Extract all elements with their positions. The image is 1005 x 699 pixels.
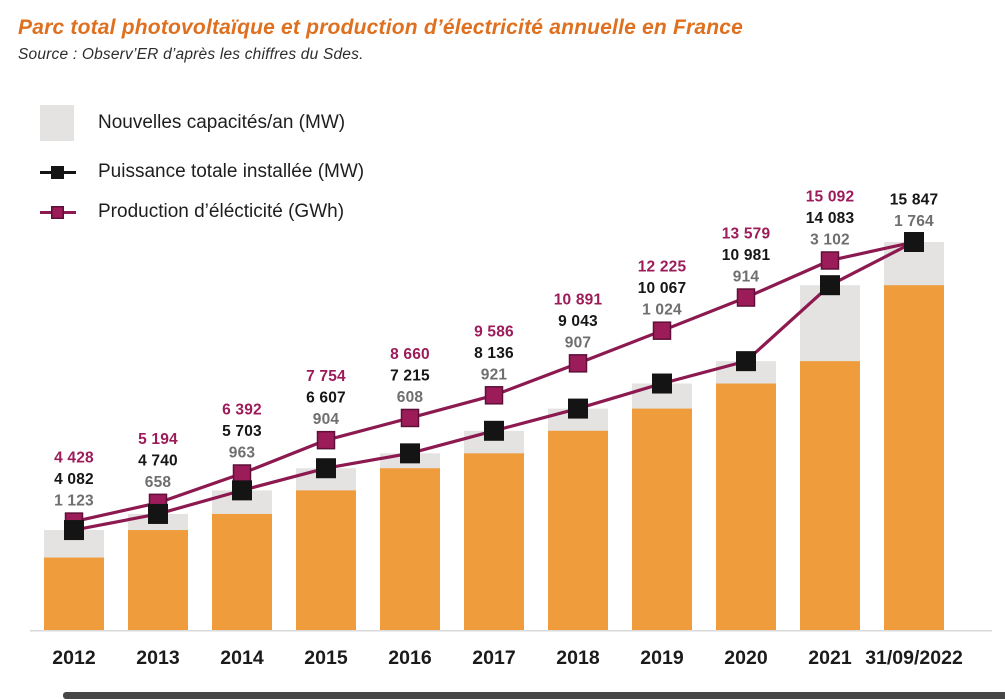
bar-cumulative-2013 bbox=[128, 530, 188, 630]
marker-production-2021 bbox=[820, 251, 840, 270]
legend-label: Production d’élécticité (GWh) bbox=[98, 201, 345, 222]
marker-total-installed-2017 bbox=[484, 420, 504, 441]
value-label-total-2020: 10 981 bbox=[722, 247, 771, 264]
x-axis-label-2020: 2020 bbox=[724, 647, 768, 669]
value-label-production-2012: 4 428 bbox=[54, 450, 94, 467]
value-label-total-2016: 7 215 bbox=[390, 367, 430, 384]
value-label-total-2021: 14 083 bbox=[806, 210, 855, 227]
value-label-total-2013: 4 740 bbox=[138, 452, 178, 469]
value-label-total-31/09/2022: 15 847 bbox=[890, 192, 939, 209]
value-label-production-2015: 7 754 bbox=[306, 368, 346, 385]
marker-production-2015 bbox=[316, 430, 336, 450]
value-label-total-2019: 10 067 bbox=[638, 280, 687, 297]
marker-production-2014 bbox=[232, 464, 252, 483]
marker-production-2018 bbox=[568, 354, 588, 373]
marker-total-installed-2019 bbox=[652, 373, 672, 394]
legend-item-production: Production d’élécticité (GWh) bbox=[40, 197, 364, 227]
bar-cumulative-2021 bbox=[800, 361, 860, 630]
value-label-total-2014: 5 703 bbox=[222, 423, 262, 440]
value-label-production-2021: 15 092 bbox=[806, 188, 855, 205]
value-label-total-2018: 9 043 bbox=[558, 313, 598, 330]
value-label-total-2017: 8 136 bbox=[474, 345, 514, 362]
x-axis-label-2021: 2021 bbox=[808, 647, 852, 669]
x-axis-label-2019: 2019 bbox=[640, 647, 684, 669]
value-label-production-2017: 9 586 bbox=[474, 323, 514, 340]
black-line-marker-icon bbox=[40, 165, 98, 179]
value-label-production-2016: 8 660 bbox=[390, 346, 430, 363]
marker-total-installed-2015 bbox=[316, 458, 336, 479]
marker-total-installed-31/09/2022 bbox=[904, 232, 924, 253]
legend: Nouvelles capacités/an (MW) Puissance to… bbox=[40, 103, 364, 227]
value-label-production-2013: 5 194 bbox=[138, 431, 178, 448]
value-label-new-2015: 904 bbox=[313, 411, 340, 428]
bar-cumulative-2012 bbox=[44, 557, 104, 630]
chart-source: Source : Observ’ER d’après les chiffres … bbox=[18, 46, 364, 63]
marker-total-installed-2014 bbox=[232, 480, 252, 501]
x-axis-label-2013: 2013 bbox=[136, 647, 180, 669]
bar-cumulative-2014 bbox=[212, 513, 272, 630]
legend-label: Puissance totale installée (MW) bbox=[98, 161, 365, 182]
value-label-production-2018: 10 891 bbox=[554, 291, 603, 308]
x-axis-label-2014: 2014 bbox=[220, 647, 264, 669]
x-axis-label-31/09/2022: 31/09/2022 bbox=[865, 647, 963, 669]
x-axis-label-2016: 2016 bbox=[388, 647, 432, 669]
value-label-total-2015: 6 607 bbox=[306, 390, 346, 407]
value-label-new-2019: 1 024 bbox=[642, 302, 682, 319]
chart-title: Parc total photovoltaïque et production … bbox=[18, 16, 744, 39]
value-label-new-2016: 608 bbox=[397, 389, 424, 406]
value-label-new-2021: 3 102 bbox=[810, 231, 850, 248]
value-label-new-2014: 963 bbox=[229, 444, 256, 461]
bar-cumulative-2016 bbox=[380, 468, 440, 630]
legend-label: Nouvelles capacités/an (MW) bbox=[98, 112, 346, 133]
marker-production-2020 bbox=[736, 288, 756, 307]
bar-cumulative-2017 bbox=[464, 453, 524, 630]
gray-bar-swatch-icon bbox=[40, 105, 98, 141]
bar-cumulative-2020 bbox=[716, 383, 776, 630]
marker-production-2017 bbox=[484, 386, 504, 405]
value-label-new-2020: 914 bbox=[733, 269, 760, 286]
value-label-total-2012: 4 082 bbox=[54, 471, 94, 488]
value-label-new-2018: 907 bbox=[565, 334, 591, 351]
value-label-new-31/09/2022: 1 764 bbox=[894, 213, 934, 230]
bar-cumulative-31/09/2022 bbox=[884, 285, 944, 630]
marker-total-installed-2016 bbox=[400, 443, 420, 464]
x-axis-label-2018: 2018 bbox=[556, 647, 600, 669]
legend-item-new-capacity: Nouvelles capacités/an (MW) bbox=[40, 103, 364, 143]
value-label-new-2017: 921 bbox=[481, 366, 508, 383]
bottom-edge-strip bbox=[63, 692, 1005, 699]
marker-total-installed-2018 bbox=[568, 398, 588, 419]
legend-item-total-installed: Puissance totale installée (MW) bbox=[40, 157, 364, 187]
x-axis-label-2017: 2017 bbox=[472, 647, 515, 669]
value-label-production-2019: 12 225 bbox=[638, 259, 687, 276]
x-axis-label-2012: 2012 bbox=[52, 647, 96, 669]
marker-total-installed-2020 bbox=[736, 351, 756, 372]
marker-production-2016 bbox=[400, 408, 420, 428]
value-label-production-2020: 13 579 bbox=[722, 226, 771, 243]
value-label-production-2014: 6 392 bbox=[222, 401, 262, 418]
marker-total-installed-2021 bbox=[820, 275, 840, 296]
marker-production-2019 bbox=[652, 321, 672, 340]
marker-total-installed-2013 bbox=[148, 503, 168, 524]
marker-total-installed-2012 bbox=[64, 520, 84, 541]
value-label-new-2012: 1 123 bbox=[54, 493, 94, 510]
x-axis-label-2015: 2015 bbox=[304, 647, 348, 669]
bar-cumulative-2019 bbox=[632, 408, 692, 630]
value-label-new-2013: 658 bbox=[145, 474, 172, 491]
bar-cumulative-2015 bbox=[296, 490, 356, 630]
purple-line-marker-icon bbox=[40, 205, 98, 219]
bar-cumulative-2018 bbox=[548, 430, 608, 630]
